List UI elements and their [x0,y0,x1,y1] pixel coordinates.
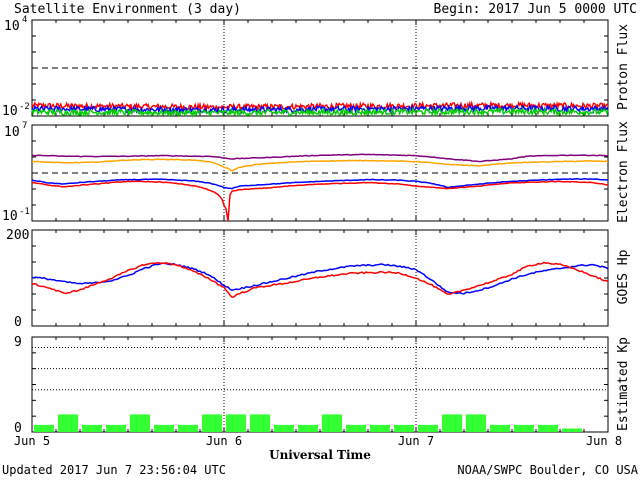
proton-flux-ylabel: Proton Flux [616,24,631,110]
updated-timestamp: Updated 2017 Jun 7 23:56:04 UTC [2,463,226,477]
x-axis-label: Universal Time [269,448,371,462]
series-line-0 [32,262,609,295]
kp-bar [178,424,198,432]
xtick-jun6: Jun 6 [206,434,242,448]
kp-bar [250,414,270,432]
proton-flux-y-labels: 10 4 10 -2 [2,15,30,119]
panel-electron-flux [31,124,609,222]
electron-flux-y-labels: 10 7 10 -1 [2,121,30,224]
kp-ytick-bottom: 0 [14,421,22,436]
kp-bar [82,424,102,432]
kp-bar [226,414,246,432]
panel-frame [31,19,609,117]
proton-flux-ytick-bottom-exp: -2 [19,102,30,112]
goes-hp-ylabel: GOES Hp [616,249,631,304]
xtick-jun8: Jun 8 [586,434,622,448]
kp-bar [370,424,390,432]
series-line-2 [31,177,609,190]
kp-bar [34,424,54,432]
kp-y-labels: 9 0 [14,335,22,436]
panel-frame [31,336,609,433]
kp-ylabel: Estimated Kp [616,337,631,431]
series-line-1 [31,158,609,172]
series-line-0 [31,100,609,112]
xtick-jun5: Jun 5 [14,434,50,448]
series-line-3 [31,180,609,222]
electron-flux-ytick-bottom-exp: -1 [19,207,30,217]
electron-flux-ytick-bottom: 10 [2,209,18,224]
kp-bar [562,428,582,432]
kp-bar [58,414,78,432]
kp-bar [346,424,366,432]
kp-bar [538,424,558,432]
begin-time: Begin: 2017 Jun 5 0000 UTC [434,2,638,17]
kp-bar [106,424,126,432]
credit-text: NOAA/SWPC Boulder, CO USA [457,463,638,477]
goes-hp-ytick-bottom: 0 [14,315,22,330]
chart-title: Satellite Environment (3 day) [14,2,241,17]
panel-goes-hp [31,229,609,327]
kp-bar [442,414,462,432]
kp-ytick-top: 9 [14,335,22,350]
kp-bar [394,424,414,432]
kp-bar [514,424,534,432]
proton-flux-ytick-bottom: 10 [2,104,18,119]
panel-estimated-kp [31,336,609,433]
kp-bar [202,414,222,432]
panel-proton-flux [31,19,609,119]
proton-flux-ytick-top-exp: 4 [22,15,27,25]
panel-frame [31,124,609,222]
series-line-0 [31,153,609,163]
xtick-jun7: Jun 7 [398,434,434,448]
proton-flux-ytick-top: 10 [4,19,20,34]
goes-hp-ytick-top: 200 [6,228,29,243]
kp-bar [154,424,174,432]
goes-hp-y-labels: 200 0 [6,228,29,330]
kp-bar [322,414,342,432]
kp-bar [490,424,510,432]
kp-bar [466,414,486,432]
electron-flux-ylabel: Electron Flux [616,121,631,223]
series-line-2 [31,106,609,119]
kp-bar [130,414,150,432]
series-line-1 [31,261,609,298]
kp-bar [418,424,438,432]
kp-bar [298,424,318,432]
kp-bar [274,424,294,432]
electron-flux-ytick-top: 10 [4,125,20,140]
electron-flux-ytick-top-exp: 7 [22,121,27,131]
